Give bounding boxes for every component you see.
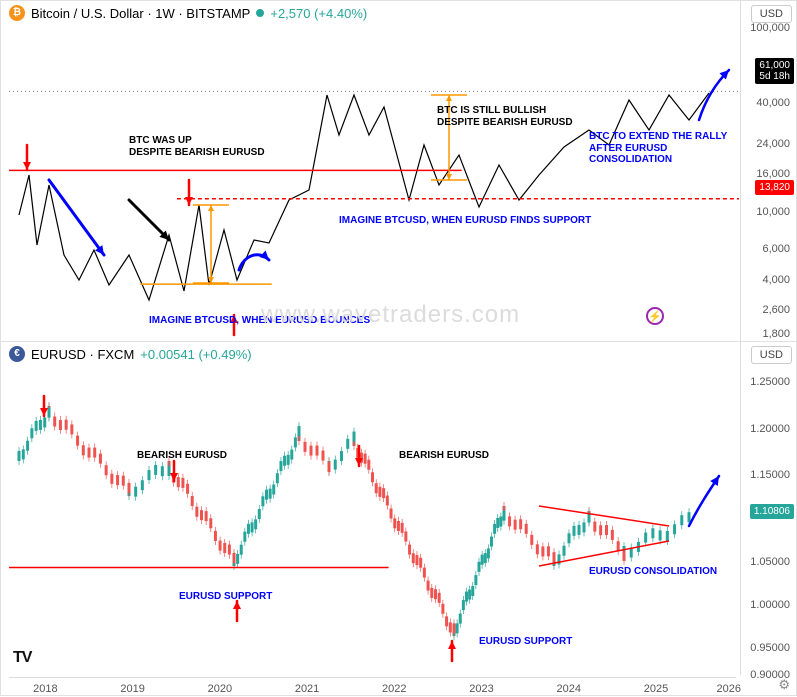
btc-chart-svg: [9, 25, 739, 341]
status-dot: [256, 9, 264, 17]
eur-y-axis: 1.25000 1.20000 1.15000 1.05000 1.00000 0.950…: [740, 342, 796, 675]
price-tag: 13,820: [755, 180, 794, 195]
y-tick: 10,000: [756, 206, 790, 218]
annotation: BTC WAS UPDESPITE BEARISH EURUSD: [129, 135, 265, 158]
y-tick: 0.95000: [750, 642, 790, 654]
y-tick: 24,000: [756, 138, 790, 150]
y-tick: 1.25000: [750, 376, 790, 388]
btc-change: +2,570 (+4.40%): [270, 6, 367, 21]
annotation: IMAGINE BTCUSD, WHEN EURUSD FINDS SUPPOR…: [339, 215, 591, 227]
eur-title: EURUSD · FXCM: [31, 347, 134, 362]
btcusd-panel: ₿ Bitcoin / U.S. Dollar · 1W · BITSTAMP …: [1, 1, 796, 341]
bolt-icon[interactable]: ⚡: [646, 307, 664, 325]
x-tick: 2024: [557, 683, 581, 695]
y-tick: 1.05000: [750, 556, 790, 568]
bitcoin-icon: ₿: [9, 5, 25, 21]
annotation: EURUSD SUPPORT: [479, 636, 572, 648]
annotation: BEARISH EURUSD: [399, 450, 489, 462]
price-tag: 61,0005d 18h: [755, 58, 794, 84]
annotation: BTC IS STILL BULLISHDESPITE BEARISH EURU…: [437, 105, 573, 128]
eur-chart-svg: [9, 366, 739, 676]
eur-chart-area[interactable]: BEARISH EURUSD BEARISH EURUSD EURUSD SUPPO…: [9, 366, 736, 675]
y-tick: 1.15000: [750, 469, 790, 481]
eurusd-panel: € EURUSD · FXCM +0.00541 (+0.49%) USD BE…: [1, 341, 796, 697]
x-tick: 2021: [295, 683, 319, 695]
y-tick: 6,000: [762, 243, 790, 255]
x-tick: 2018: [33, 683, 57, 695]
y-tick: 1,800: [762, 328, 790, 340]
y-tick: 1.20000: [750, 423, 790, 435]
x-tick: 2025: [644, 683, 668, 695]
tradingview-logo[interactable]: TV: [13, 649, 31, 667]
watermark: www.wavetraders.com: [261, 301, 520, 329]
x-tick: 2019: [120, 683, 144, 695]
y-tick: 2,600: [762, 304, 790, 316]
price-tag: 1.10806: [750, 504, 794, 519]
euro-icon: €: [9, 346, 25, 362]
y-tick: 100,000: [750, 22, 790, 34]
annotation: EURUSD CONSOLIDATION: [589, 566, 717, 578]
annotation: BTC TO EXTEND THE RALLYAFTER EURUSD CONS…: [589, 131, 736, 166]
annotation: BEARISH EURUSD: [137, 450, 227, 462]
y-tick: 40,000: [756, 97, 790, 109]
y-tick: 16,000: [756, 168, 790, 180]
x-tick: 2026: [716, 683, 740, 695]
gear-icon[interactable]: ⚙: [778, 677, 790, 693]
btc-y-axis: 100,000 40,000 24,000 16,000 10,000 6,000 4,00…: [740, 1, 796, 341]
annotation: EURUSD SUPPORT: [179, 591, 272, 603]
btc-header: ₿ Bitcoin / U.S. Dollar · 1W · BITSTAMP …: [9, 5, 367, 21]
eur-change: +0.00541 (+0.49%): [140, 347, 251, 362]
btc-chart-area[interactable]: BTC WAS UPDESPITE BEARISH EURUSD BTC IS S…: [9, 25, 736, 341]
time-axis: 201820192020202120222023202420252026: [9, 677, 736, 697]
btc-title: Bitcoin / U.S. Dollar · 1W · BITSTAMP: [31, 6, 250, 21]
x-tick: 2020: [208, 683, 232, 695]
x-tick: 2023: [469, 683, 493, 695]
y-tick: 4,000: [762, 274, 790, 286]
eur-header: € EURUSD · FXCM +0.00541 (+0.49%): [9, 346, 252, 362]
x-tick: 2022: [382, 683, 406, 695]
y-tick: 1.00000: [750, 599, 790, 611]
